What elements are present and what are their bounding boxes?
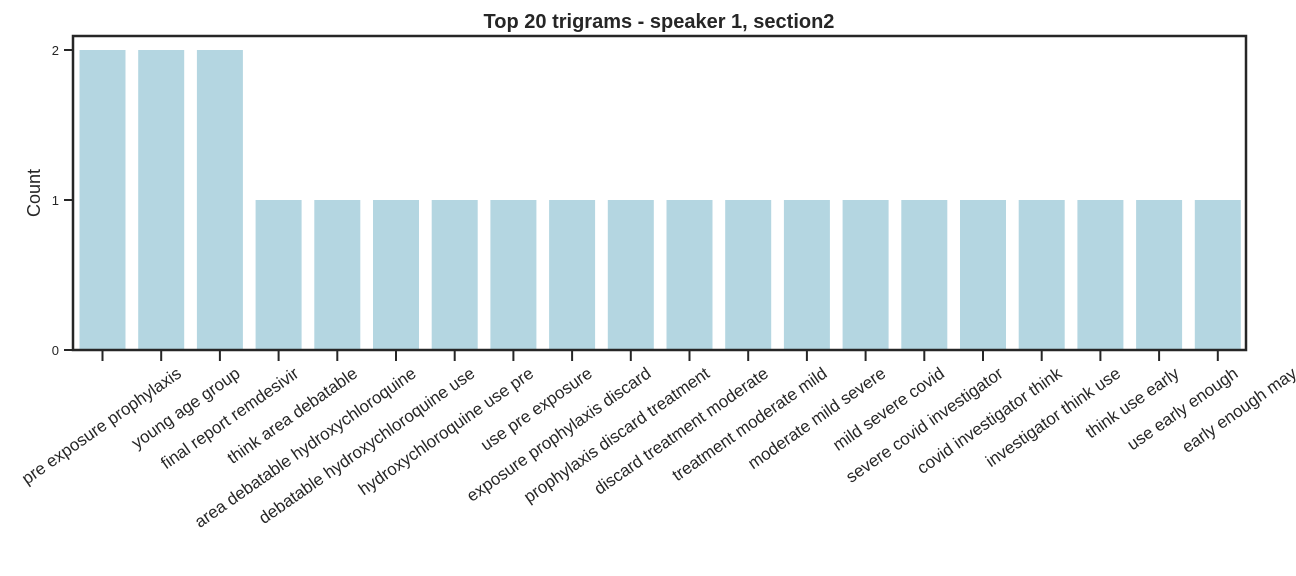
bar [725,200,772,350]
bar [196,50,243,350]
bar [1136,200,1183,350]
bar [1077,200,1124,350]
plot-frame [71,34,1248,352]
y-axis-ticks: 0 1 2 [52,43,73,358]
bar [1194,200,1241,350]
bar [901,200,948,350]
bar [666,200,713,350]
bar [549,200,596,350]
bar [79,50,126,350]
bar [1018,200,1065,350]
y-tick-label: 2 [52,43,59,58]
y-axis-label: Count [24,169,44,217]
y-tick-label: 0 [52,343,59,358]
bar [255,200,302,350]
y-tick-label: 1 [52,193,59,208]
bar [960,200,1006,350]
bar [783,200,830,350]
bar [431,200,478,350]
bar [607,200,654,350]
bar [842,200,889,350]
bar [373,200,419,350]
bars-group [79,50,1241,350]
bar [490,200,537,350]
bar [138,50,185,350]
chart-title: Top 20 trigrams - speaker 1, section2 [484,11,835,33]
bar [314,200,361,350]
